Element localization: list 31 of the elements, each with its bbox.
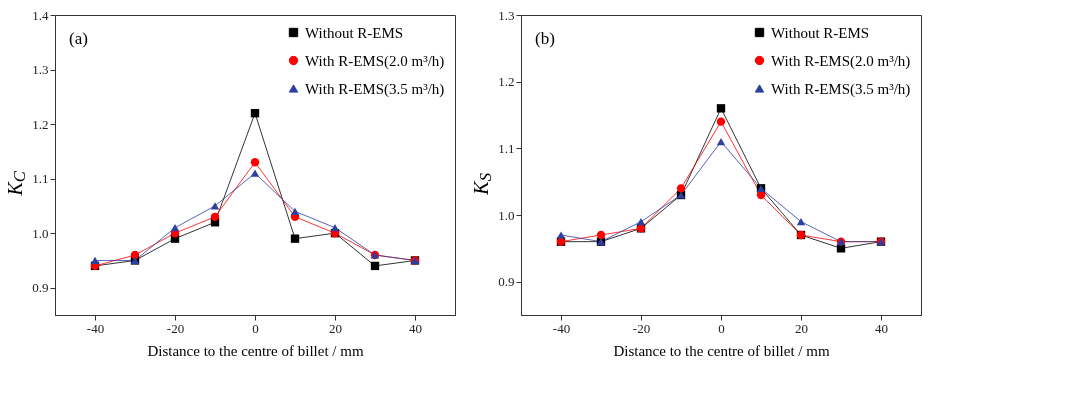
y-tick-label: 1.4 [32,7,49,23]
x-tick-label: 40 [875,320,888,336]
annotation: (a) [69,29,88,48]
y-tick-label: 1.2 [498,74,515,90]
legend-label: With R-EMS(3.5 m³/h) [305,80,445,98]
x-tick-label: -40 [552,320,571,336]
annotation: (b) [535,29,555,48]
legend-label: With R-EMS(2.0 m³/h) [771,52,911,70]
x-tick-label: 40 [409,320,422,336]
x-axis-title: Distance to the centre of billet / mm [613,342,830,359]
legend-label: With R-EMS(3.5 m³/h) [771,80,911,98]
y-tick-label: 0.9 [32,280,49,296]
legend-label: Without R-EMS [305,24,404,41]
y-tick-label: 1.3 [32,62,49,78]
x-tick-label: 20 [329,320,342,336]
x-tick-label: -20 [632,320,651,336]
y-tick-label: 1.1 [498,140,515,156]
legend-label: Without R-EMS [771,24,870,41]
y-tick-label: 1.0 [498,207,515,223]
y-tick-label: 1.0 [32,225,49,241]
y-tick-label: 1.2 [32,116,49,132]
x-tick-label: 0 [718,320,725,336]
x-axis-title: Distance to the centre of billet / mm [147,342,364,359]
y-tick-label: 0.9 [498,274,515,290]
y-tick-label: 1.3 [498,7,515,23]
y-tick-label: 1.1 [32,171,49,187]
x-tick-label: 0 [252,320,259,336]
x-tick-label: -20 [166,320,185,336]
legend-label: With R-EMS(2.0 m³/h) [305,52,445,70]
x-tick-label: -40 [86,320,105,336]
x-tick-label: 20 [795,320,808,336]
